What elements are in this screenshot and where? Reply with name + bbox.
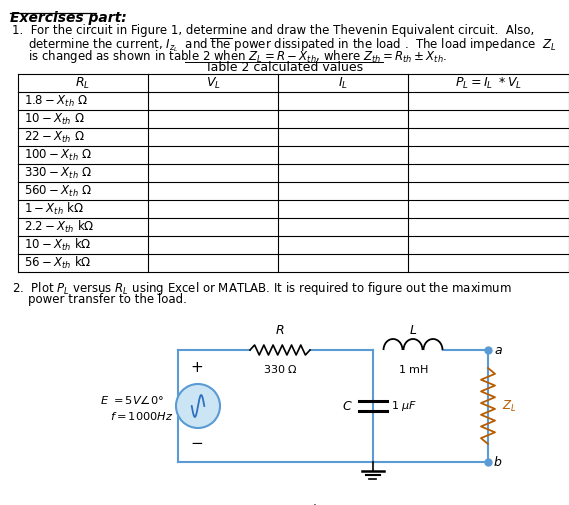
Text: $330 - X_{th}\ \Omega$: $330 - X_{th}\ \Omega$ — [24, 166, 92, 181]
Text: $C$: $C$ — [343, 399, 353, 413]
Text: Table 2 calculated values: Table 2 calculated values — [205, 61, 363, 74]
Text: $E\ = 5V\angle 0°$: $E\ = 5V\angle 0°$ — [100, 393, 164, 407]
Text: b: b — [494, 456, 502, 469]
Text: $2.2 - X_{th}\ \mathrm{k}\Omega$: $2.2 - X_{th}\ \mathrm{k}\Omega$ — [24, 219, 94, 235]
Text: $10 - X_{th}\ \Omega$: $10 - X_{th}\ \Omega$ — [24, 112, 85, 127]
Text: $f=1000Hz$: $f=1000Hz$ — [110, 410, 174, 422]
Text: $R_L$: $R_L$ — [76, 75, 90, 90]
Text: power transfer to the load.: power transfer to the load. — [28, 293, 187, 306]
Text: $I_L$: $I_L$ — [338, 75, 348, 90]
Text: a: a — [494, 343, 502, 357]
Text: Figure 1.: Figure 1. — [306, 504, 361, 505]
Text: $10 - X_{th}\ \mathrm{k}\Omega$: $10 - X_{th}\ \mathrm{k}\Omega$ — [24, 237, 92, 253]
Text: 1.  For the circuit in Figure 1, determine and draw the Thevenin Equivalent circ: 1. For the circuit in Figure 1, determin… — [12, 24, 534, 37]
Text: $330\ \Omega$: $330\ \Omega$ — [262, 363, 298, 375]
Text: $1.8 - X_{th}\ \Omega$: $1.8 - X_{th}\ \Omega$ — [24, 93, 88, 109]
Text: $L$: $L$ — [409, 324, 417, 337]
Text: 2.  Plot $P_L$ versus $R_L$ using Excel or MATLAB. It is required to figure out : 2. Plot $P_L$ versus $R_L$ using Excel o… — [12, 280, 512, 297]
Text: $100 - X_{th}\ \Omega$: $100 - X_{th}\ \Omega$ — [24, 147, 92, 163]
Text: $Z_L$: $Z_L$ — [502, 398, 517, 414]
Text: $22 - X_{th}\ \Omega$: $22 - X_{th}\ \Omega$ — [24, 129, 85, 144]
Text: $R$: $R$ — [275, 324, 284, 337]
Bar — [18, 74, 569, 272]
Text: determine the current, $I_{z_L}$  and the power dissipated in the load .  The lo: determine the current, $I_{z_L}$ and the… — [28, 36, 556, 54]
Text: $1 - X_{th}\ \mathrm{k}\Omega$: $1 - X_{th}\ \mathrm{k}\Omega$ — [24, 201, 84, 217]
Text: is changed as shown in table 2 when $Z_L = R - X_{th}$, where $Z_{th} = R_{th} \: is changed as shown in table 2 when $Z_L… — [28, 48, 447, 65]
Text: $P_L = I_L\ *V_L$: $P_L = I_L\ *V_L$ — [455, 75, 522, 90]
Text: $560 - X_{th}\ \Omega$: $560 - X_{th}\ \Omega$ — [24, 183, 92, 198]
Text: $1\ \mu F$: $1\ \mu F$ — [391, 399, 417, 413]
Text: +: + — [191, 361, 203, 376]
Text: $56 - X_{th}\ \mathrm{k}\Omega$: $56 - X_{th}\ \mathrm{k}\Omega$ — [24, 255, 92, 271]
Circle shape — [176, 384, 220, 428]
Text: Exercises part:: Exercises part: — [10, 11, 127, 25]
Text: −: − — [191, 436, 203, 451]
Text: $1\ \mathrm{mH}$: $1\ \mathrm{mH}$ — [398, 363, 428, 375]
Text: $V_L$: $V_L$ — [205, 75, 220, 90]
